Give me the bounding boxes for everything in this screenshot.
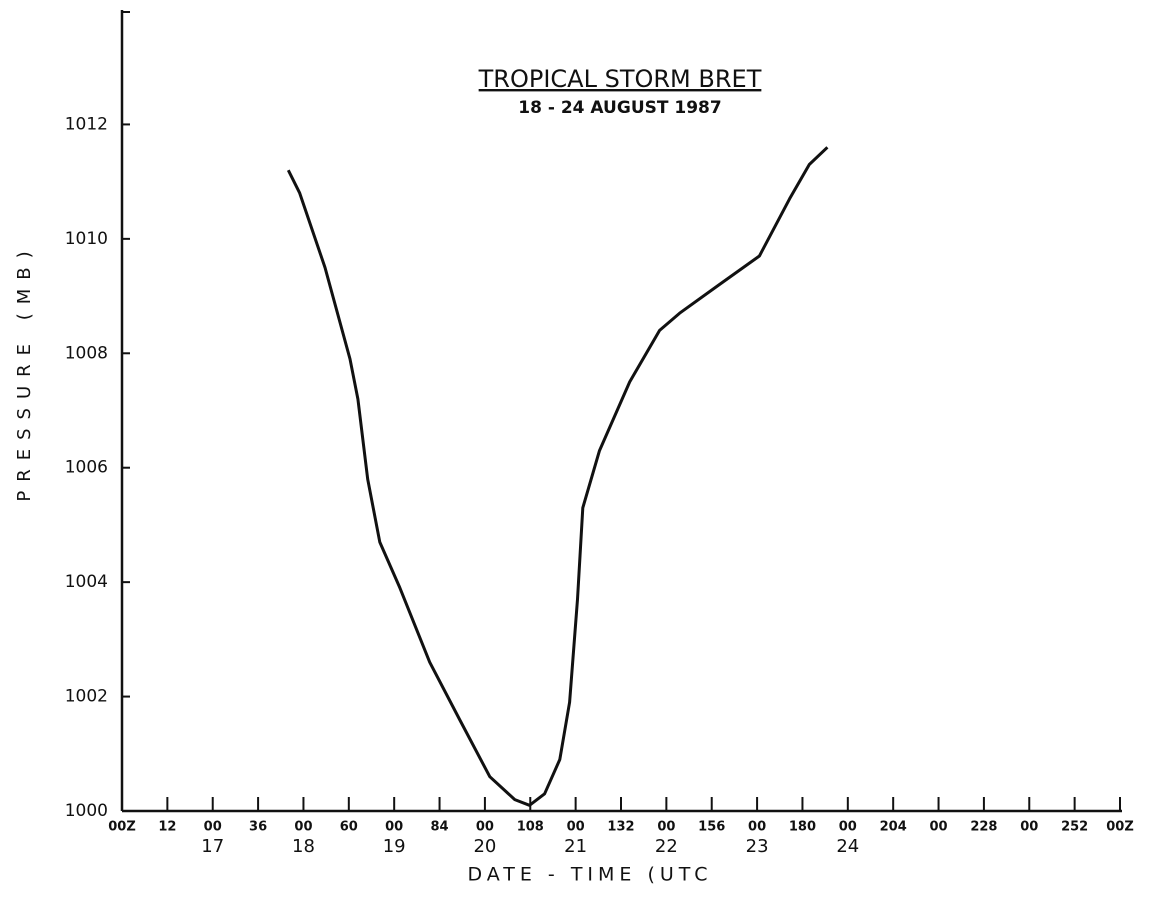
x-tick-label: 228: [970, 820, 997, 835]
x-tick-label: 36: [249, 820, 267, 835]
y-tick-label: 1000: [65, 801, 108, 821]
x-tick-label: 00: [929, 820, 947, 835]
day-label: 22: [655, 836, 678, 857]
day-label: 23: [746, 836, 769, 857]
x-tick-label: 00: [657, 820, 675, 835]
day-label: 21: [564, 836, 587, 857]
day-label: 18: [292, 836, 315, 857]
chart-subtitle: 18 - 24 AUGUST 1987: [518, 98, 721, 118]
chart-title: TROPICAL STORM BRET: [478, 65, 762, 93]
day-label: 20: [473, 836, 496, 857]
x-tick-label: 00Z: [1106, 820, 1134, 835]
x-tick-label: 204: [880, 820, 907, 835]
x-tick-label: 60: [340, 820, 358, 835]
y-tick-label: 1006: [65, 458, 108, 478]
x-tick-label: 00: [567, 820, 585, 835]
x-tick-label: 12: [158, 820, 176, 835]
x-tick-label: 00: [839, 820, 857, 835]
day-label: 19: [383, 836, 406, 857]
y-tick-label: 1010: [65, 229, 108, 249]
y-tick-label: 1008: [65, 343, 108, 363]
x-tick-label: 84: [430, 820, 448, 835]
day-label: 24: [836, 836, 859, 857]
x-tick-label: 00: [748, 820, 766, 835]
x-tick-label: 108: [517, 820, 544, 835]
x-tick-label: 252: [1061, 820, 1088, 835]
x-tick-label: 00: [294, 820, 312, 835]
x-tick-label: 00Z: [108, 820, 136, 835]
y-axis-label: PRESSURE (MB): [14, 242, 35, 501]
x-tick-label: 00: [385, 820, 403, 835]
y-tick-label: 1002: [65, 687, 108, 707]
x-axis-label: DATE - TIME (UTC: [467, 864, 712, 886]
y-tick-label: 1012: [65, 114, 108, 134]
day-label: 17: [201, 836, 224, 857]
y-tick-label: 1004: [65, 572, 108, 592]
x-tick-label: 00: [1020, 820, 1038, 835]
x-tick-label: 156: [698, 820, 725, 835]
x-tick-label: 00: [476, 820, 494, 835]
x-tick-label: 00: [204, 820, 222, 835]
x-tick-label: 132: [607, 820, 634, 835]
pressure-line: [286, 146, 829, 807]
x-tick-label: 180: [789, 820, 816, 835]
